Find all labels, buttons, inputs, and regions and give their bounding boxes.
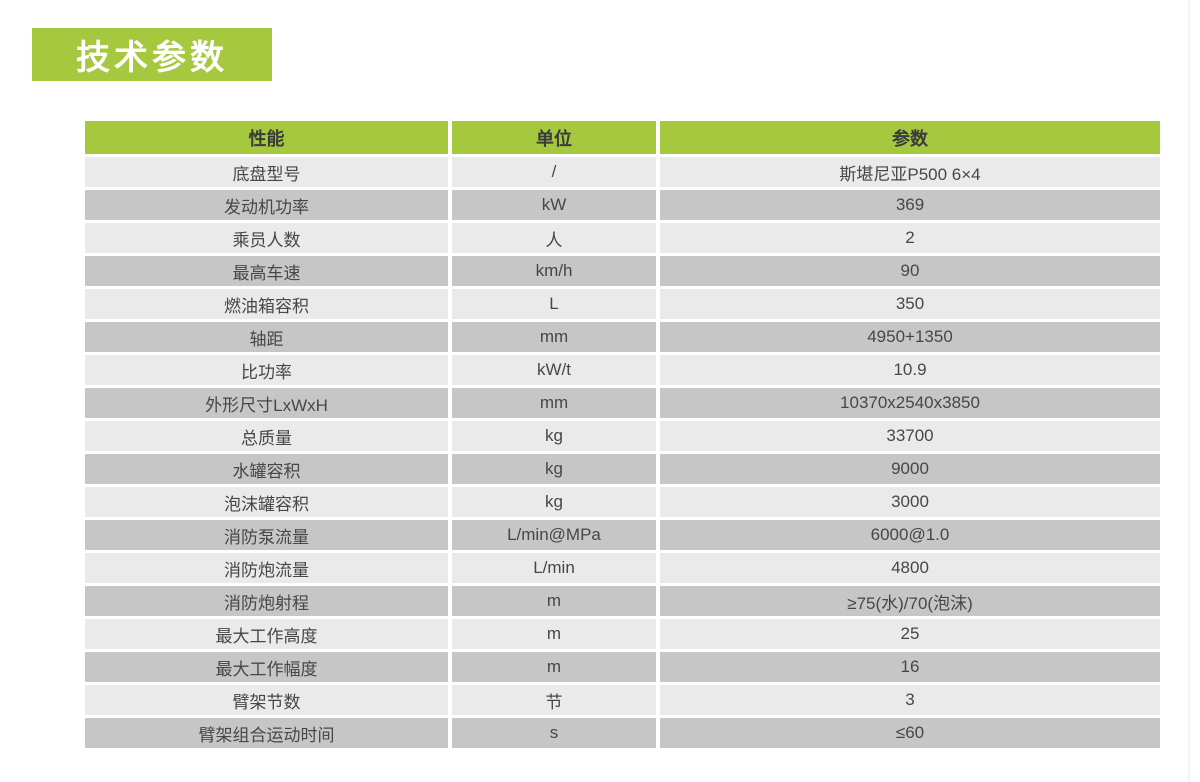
cell-parameter: 33700 <box>660 421 1160 451</box>
cell-performance: 外形尺寸LxWxH <box>85 388 448 418</box>
cell-parameter: 4800 <box>660 553 1160 583</box>
cell-parameter: 6000@1.0 <box>660 520 1160 550</box>
cell-performance: 比功率 <box>85 355 448 385</box>
cell-parameter: 10.9 <box>660 355 1160 385</box>
col-header-unit: 单位 <box>452 121 656 154</box>
table-row: 外形尺寸LxWxH mm 10370x2540x3850 <box>85 388 1160 418</box>
cell-parameter: 369 <box>660 190 1160 220</box>
cell-unit: kg <box>452 487 656 517</box>
table-row: 底盘型号 / 斯堪尼亚P500 6×4 <box>85 157 1160 187</box>
section-title-text: 技术参数 <box>76 39 228 77</box>
table-row: 最高车速 km/h 90 <box>85 256 1160 286</box>
col-header-performance: 性能 <box>85 121 448 154</box>
cell-parameter: 2 <box>660 223 1160 253</box>
cell-unit: m <box>452 619 656 649</box>
table-row: 最大工作高度 m 25 <box>85 619 1160 649</box>
col-header-parameter: 参数 <box>660 121 1160 154</box>
table-row: 燃油箱容积 L 350 <box>85 289 1160 319</box>
cell-parameter: ≥75(水)/70(泡沫) <box>660 586 1160 616</box>
cell-performance: 最大工作幅度 <box>85 652 448 682</box>
table-header-row: 性能 单位 参数 <box>85 121 1160 154</box>
cell-performance: 消防炮射程 <box>85 586 448 616</box>
cell-performance: 乘员人数 <box>85 223 448 253</box>
cell-unit: / <box>452 157 656 187</box>
table-row: 总质量 kg 33700 <box>85 421 1160 451</box>
cell-unit: mm <box>452 322 656 352</box>
cell-unit: 节 <box>452 685 656 715</box>
table-row: 泡沫罐容积 kg 3000 <box>85 487 1160 517</box>
table-row: 乘员人数人 2 <box>85 223 1160 253</box>
spec-table: 性能 单位 参数 底盘型号 / 斯堪尼亚P500 6×4 发动机功率 kW 369 乘员人数… <box>85 121 1160 751</box>
cell-performance: 最大工作高度 <box>85 619 448 649</box>
table-row: 消防炮射程 m ≥75(水)/70(泡沫) <box>85 586 1160 616</box>
page-edge-shading <box>1188 0 1190 782</box>
cell-unit: 人 <box>452 223 656 253</box>
cell-performance: 水罐容积 <box>85 454 448 484</box>
cell-performance: 最高车速 <box>85 256 448 286</box>
cell-performance: 消防泵流量 <box>85 520 448 550</box>
cell-performance: 轴距 <box>85 322 448 352</box>
cell-unit: m <box>452 586 656 616</box>
table-row: 比功率 kW/t 10.9 <box>85 355 1160 385</box>
cell-unit: m <box>452 652 656 682</box>
table-row: 轴距 mm 4950+1350 <box>85 322 1160 352</box>
cell-unit: kg <box>452 454 656 484</box>
table-row: 消防泵流量 L/min@MPa 6000@1.0 <box>85 520 1160 550</box>
cell-unit: s <box>452 718 656 748</box>
cell-parameter: 90 <box>660 256 1160 286</box>
cell-performance: 总质量 <box>85 421 448 451</box>
table-row: 最大工作幅度 m 16 <box>85 652 1160 682</box>
cell-unit: L/min@MPa <box>452 520 656 550</box>
cell-unit: L <box>452 289 656 319</box>
cell-parameter: 9000 <box>660 454 1160 484</box>
cell-performance: 臂架组合运动时间 <box>85 718 448 748</box>
cell-unit: kW/t <box>452 355 656 385</box>
table-body: 底盘型号 / 斯堪尼亚P500 6×4 发动机功率 kW 369 乘员人数人 2 最高车速 km/… <box>85 157 1160 748</box>
cell-parameter: 3000 <box>660 487 1160 517</box>
table-row: 臂架节数节 3 <box>85 685 1160 715</box>
cell-performance: 底盘型号 <box>85 157 448 187</box>
cell-performance: 燃油箱容积 <box>85 289 448 319</box>
table-row: 臂架组合运动时间 s ≤60 <box>85 718 1160 748</box>
cell-performance: 消防炮流量 <box>85 553 448 583</box>
cell-parameter: 25 <box>660 619 1160 649</box>
cell-unit: kW <box>452 190 656 220</box>
cell-performance: 臂架节数 <box>85 685 448 715</box>
cell-performance: 泡沫罐容积 <box>85 487 448 517</box>
cell-parameter: 350 <box>660 289 1160 319</box>
cell-parameter: 4950+1350 <box>660 322 1160 352</box>
cell-unit: L/min <box>452 553 656 583</box>
cell-parameter: 斯堪尼亚P500 6×4 <box>660 157 1160 187</box>
section-title-badge: 技术参数 <box>32 28 272 81</box>
table-row: 消防炮流量 L/min 4800 <box>85 553 1160 583</box>
cell-unit: mm <box>452 388 656 418</box>
cell-parameter: 3 <box>660 685 1160 715</box>
cell-parameter: ≤60 <box>660 718 1160 748</box>
cell-unit: km/h <box>452 256 656 286</box>
cell-performance: 发动机功率 <box>85 190 448 220</box>
table-row: 水罐容积 kg 9000 <box>85 454 1160 484</box>
cell-unit: kg <box>452 421 656 451</box>
table-row: 发动机功率 kW 369 <box>85 190 1160 220</box>
cell-parameter: 16 <box>660 652 1160 682</box>
cell-parameter: 10370x2540x3850 <box>660 388 1160 418</box>
